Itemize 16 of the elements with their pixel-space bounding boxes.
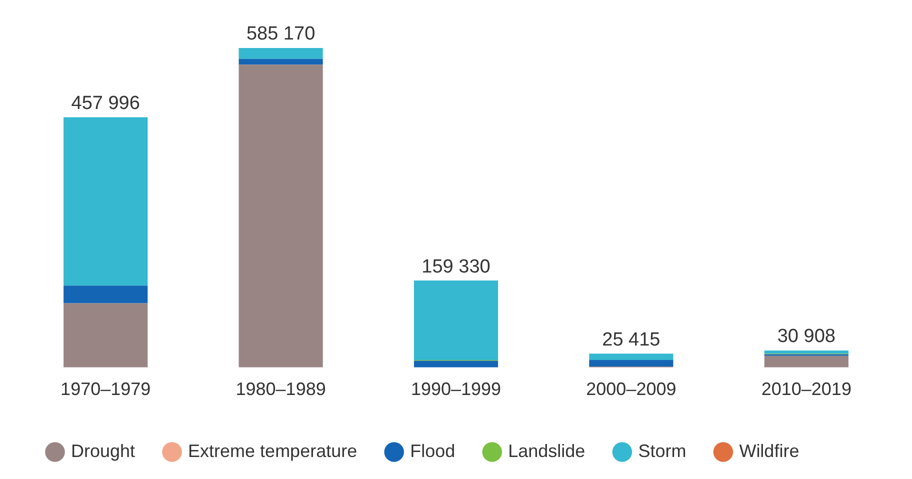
annotation: 25 415 [602, 329, 660, 350]
legend-label: Landslide [508, 440, 586, 461]
x-tick-label: 2000–2009 [586, 379, 676, 400]
legend-label: Extreme temperature [188, 440, 358, 461]
x-tick-label: 1970–1979 [60, 379, 151, 400]
legend-label: Flood [410, 440, 456, 461]
legend-label: Drought [71, 440, 136, 461]
legend-label: Wildfire [739, 440, 800, 461]
annotation: 585 170 [246, 24, 316, 45]
legend-label: Storm [638, 440, 686, 461]
x-tick-label: 1980–1989 [236, 379, 326, 400]
annotation: 159 330 [422, 256, 490, 278]
x-tick-label: 1990–1999 [410, 379, 502, 400]
annotation: 30 908 [777, 326, 836, 348]
x-tick-label: 2010–2019 [761, 379, 852, 400]
annotation: 457 996 [71, 93, 140, 114]
